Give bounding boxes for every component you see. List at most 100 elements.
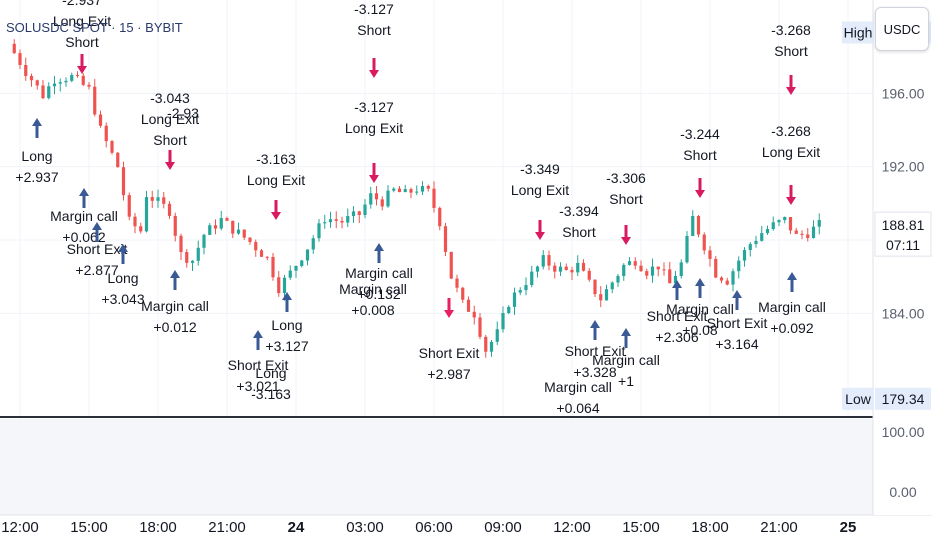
candle [357, 210, 361, 224]
candle [346, 208, 350, 228]
time-tick-label: 06:00 [415, 519, 453, 536]
time-tick-label: 21:00 [760, 519, 798, 536]
trade-markers: -2.937 Long Exit Short Long +2.937 Margin cal… [15, 0, 825, 416]
candle-body [489, 341, 494, 352]
candle-body [403, 189, 407, 193]
trade-marker-label: Long Exit [762, 144, 820, 160]
candle-body [455, 278, 459, 288]
trade-marker-m23: Margin call +0.064 [544, 379, 612, 416]
trade-marker-label: -3.127 [354, 1, 394, 17]
candle [363, 199, 367, 219]
candle-body [328, 219, 333, 223]
arrow-up-icon [118, 244, 128, 264]
candle-body [196, 247, 200, 261]
candle-body [737, 260, 741, 272]
candle-body [748, 244, 752, 251]
candle-body [558, 266, 563, 272]
time-tick-label: 21:00 [208, 519, 246, 536]
trade-marker-label: +0.012 [153, 319, 196, 335]
candle-body [190, 260, 195, 263]
candle-body [765, 229, 770, 234]
candle [323, 214, 327, 229]
candle-body [133, 216, 137, 227]
candle [52, 75, 57, 95]
currency-button[interactable]: USDC [875, 7, 929, 51]
candle [70, 72, 74, 83]
trade-marker-label: Margin call [339, 281, 407, 297]
indicator-pane-bg [0, 419, 873, 515]
trade-marker-m28: -3.268 Short [771, 22, 811, 95]
candle [374, 185, 379, 206]
bar-countdown: 07:11 [886, 237, 920, 253]
trade-marker-label: Long Exit [345, 120, 403, 136]
candle-series [12, 39, 821, 358]
candle-body [58, 82, 62, 84]
trade-marker-label: -3.043 [150, 90, 190, 106]
trade-marker-m4: Short Exit +2.877 [67, 222, 128, 278]
candle [288, 265, 292, 280]
time-axis[interactable]: 12:00 15:00 18:00 21:00 24 03:00 06:00 09:00 12:… [0, 514, 932, 536]
candle-body [760, 233, 764, 241]
arrow-up-icon [32, 118, 42, 138]
candle [415, 185, 419, 196]
price-tick-label: 184.00 [882, 305, 925, 321]
candle-body [564, 266, 568, 270]
trade-marker-label: Short [683, 147, 717, 163]
arrow-up-icon [590, 320, 600, 340]
candle-body [478, 317, 482, 337]
candle [12, 39, 16, 55]
trade-marker-label: Margin call [758, 299, 826, 315]
arrow-up-icon [672, 280, 682, 300]
candle-body [248, 237, 252, 242]
candle [420, 181, 425, 195]
candle-body [259, 250, 264, 257]
trade-marker-label: Margin call [592, 352, 660, 368]
trade-marker-label: Short [65, 34, 99, 50]
price-axis-bg [873, 0, 932, 515]
candle [737, 256, 741, 279]
trade-marker-label: Long Exit [511, 182, 569, 198]
candle [570, 266, 574, 280]
candle-body [288, 270, 292, 278]
candle-body [691, 216, 695, 236]
trade-marker-label: Long Exit [141, 111, 199, 127]
candle-body [817, 220, 821, 227]
candle [294, 265, 298, 278]
arrow-up-icon [732, 290, 742, 310]
candle [530, 265, 534, 288]
time-tick-label: 12:00 [553, 519, 591, 536]
candle-body [225, 218, 229, 221]
trade-marker-label: +3.043 [101, 291, 144, 307]
candle [219, 210, 223, 231]
arrow-up-icon [79, 188, 89, 208]
candle [443, 222, 448, 257]
candle-body [438, 207, 442, 227]
low-label: Low [845, 391, 872, 407]
candle [783, 216, 787, 224]
trade-marker-label: -3.394 [559, 203, 599, 219]
trade-marker-m26: Margin call +0.08 [666, 278, 734, 338]
candle [685, 231, 689, 264]
arrow-down-icon [369, 58, 379, 78]
candle [265, 256, 269, 261]
candle [334, 211, 338, 229]
candle-body [311, 238, 315, 250]
candle [231, 220, 235, 239]
trade-marker-label: Short [562, 224, 596, 240]
candle [392, 187, 396, 193]
trade-marker-m21: Short Exit +3.328 [565, 320, 625, 380]
candle [41, 79, 45, 100]
candle-body [173, 215, 177, 236]
candle-body [317, 223, 321, 239]
trade-marker-m22: Margin call +1 [592, 328, 660, 389]
candle [662, 262, 666, 276]
low-value: 179.34 [882, 391, 925, 407]
candle-body [501, 313, 505, 330]
trade-marker-label: Short Exit [67, 241, 128, 257]
candle [616, 274, 620, 287]
candle [81, 73, 85, 87]
price-axis[interactable]: 196.00192.00188.00184.00100.000.00High19… [842, 0, 932, 515]
candle-body [110, 141, 114, 153]
candle [541, 250, 545, 270]
